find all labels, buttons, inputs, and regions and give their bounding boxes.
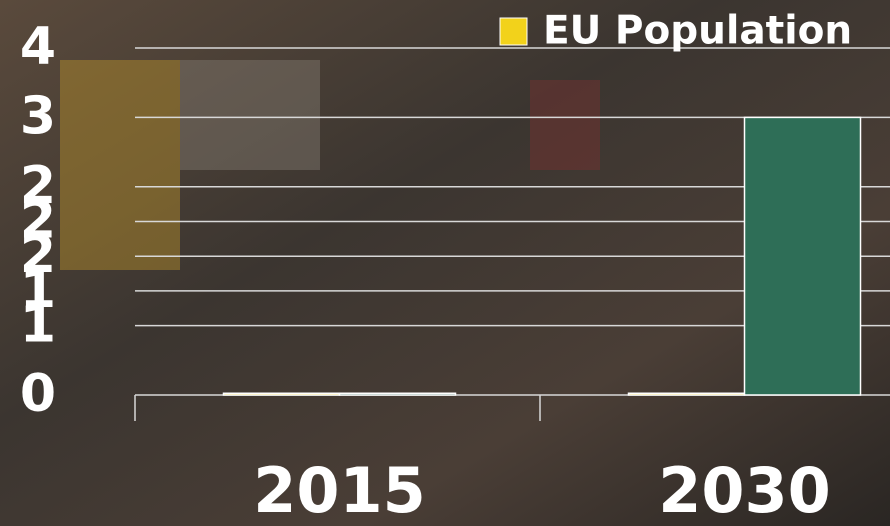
bar: [745, 117, 861, 395]
bar: [340, 393, 456, 395]
bar: [629, 393, 745, 395]
x-tick-label: 2030: [658, 454, 831, 526]
x-tick-label: 2015: [253, 454, 426, 526]
y-tick-label: 4: [20, 17, 56, 77]
legend-swatch: [500, 18, 527, 45]
y-tick-label: 3: [20, 86, 56, 146]
y-tick-label: 0: [20, 364, 56, 424]
bar: [224, 393, 340, 395]
background-figure: [530, 80, 600, 170]
legend-label: EU Population: [543, 9, 852, 54]
page: 0112223420152030EU Population (() => { c…: [0, 0, 890, 526]
chart: 0112223420152030EU Population: [0, 0, 890, 526]
y-tick-label: 2: [20, 156, 56, 216]
background-cargo: [180, 60, 320, 170]
background-figure: [60, 60, 180, 270]
